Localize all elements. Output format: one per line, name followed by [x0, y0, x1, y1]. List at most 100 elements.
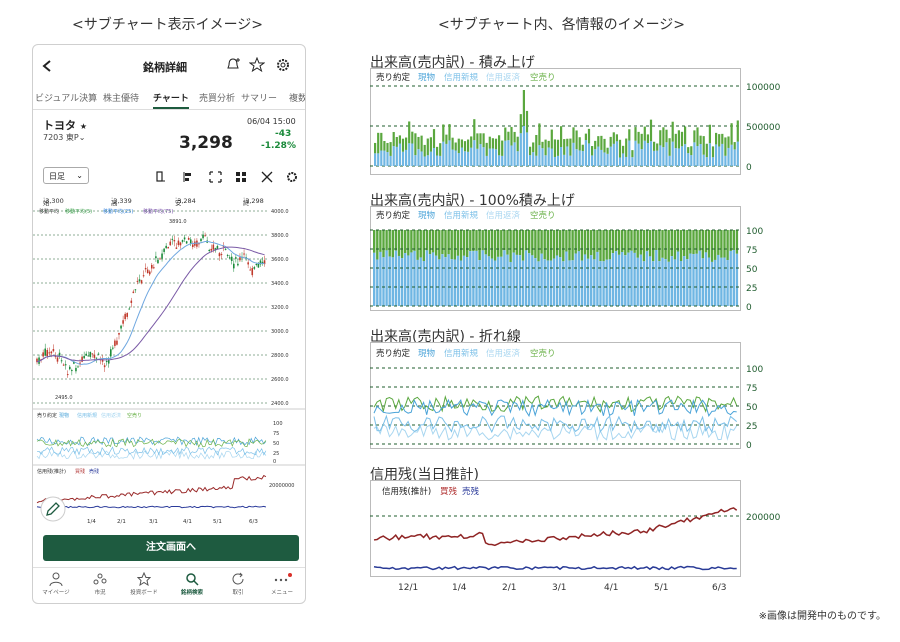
panel1-title: 出来高(売内訳) - 積み上げ: [370, 55, 535, 71]
bar-karauri: [397, 230, 401, 256]
nav-mypage[interactable]: マイページ: [33, 572, 83, 596]
candle-body: [42, 352, 44, 357]
candle-body: [253, 267, 256, 269]
tab-bar: ビジュアル決算 株主優待 チャート 売買分析 サマリー 複数: [33, 87, 305, 109]
panel3-lines: [373, 394, 738, 442]
layout-grid-icon[interactable]: [236, 172, 246, 182]
bar-genbutsu: [436, 155, 439, 166]
rotate-icon[interactable]: [156, 171, 165, 182]
watch-star-icon[interactable]: ★: [79, 122, 88, 131]
bar-karauri: [560, 126, 563, 148]
pencil-fab-icon[interactable]: [40, 496, 66, 522]
candle-body: [173, 240, 176, 242]
candlesticks: [36, 230, 266, 378]
bar-karauri: [664, 230, 667, 260]
panel3-tick: 0: [746, 441, 752, 450]
bar-karauri: [479, 133, 482, 145]
x-tick: 4/1: [604, 583, 618, 593]
bar-genbutsu: [510, 145, 513, 166]
tab-visual[interactable]: ビジュアル決算: [35, 94, 98, 104]
candle-body: [261, 261, 264, 264]
bar-karauri: [594, 140, 597, 150]
panel3-legend: 売り約定 現物 信用新規 信用返済 空売り: [376, 348, 556, 359]
bar-karauri: [380, 132, 383, 151]
stock-name: トヨタ: [43, 119, 76, 132]
tab-chart[interactable]: チャート: [153, 91, 189, 109]
candle-body: [101, 359, 104, 362]
bar-genbutsu: [454, 150, 457, 166]
settings-gear-icon[interactable]: [275, 57, 293, 73]
candle-body: [157, 259, 159, 264]
bar-karauri: [636, 230, 639, 258]
bar-karauri: [555, 230, 559, 256]
panel2-tick: 25: [746, 284, 757, 294]
panel1-legend: 売り約定 現物 信用新規 信用返済 空売り: [376, 72, 556, 83]
bar-genbutsu: [707, 257, 711, 306]
bar-karauri: [414, 133, 417, 156]
bar-genbutsu: [491, 148, 494, 166]
market-nodes-icon: [93, 573, 107, 585]
order-button[interactable]: 注文画面へ: [43, 535, 299, 561]
period-select[interactable]: 日足 ⌄: [43, 167, 89, 184]
bar-karauri: [736, 120, 739, 142]
phone-chart[interactable]: 移動平均 移動平均(5) 移動平均(25) 移動平均(75) 3891.0 24…: [33, 205, 305, 531]
nav-label: 取引: [232, 590, 244, 596]
high-label: 3891.0: [169, 219, 187, 225]
bar-karauri: [472, 230, 475, 252]
bar-karauri: [410, 230, 413, 253]
bar-karauri: [547, 140, 550, 148]
bar-karauri: [476, 133, 479, 149]
bar-karauri: [507, 131, 510, 141]
bar-karauri: [515, 230, 518, 255]
draw-tool-icon[interactable]: [261, 171, 273, 183]
bar-karauri: [374, 142, 377, 154]
chart-tools[interactable]: [155, 170, 305, 184]
tab-summary[interactable]: サマリー: [241, 94, 278, 104]
bar-karauri: [419, 230, 422, 258]
bar-genbutsu: [552, 258, 556, 306]
bar-genbutsu: [562, 261, 565, 306]
sub1-tick: 0: [273, 459, 276, 465]
alert-add-icon[interactable]: [225, 57, 241, 73]
bar-karauri: [590, 230, 593, 256]
bar-genbutsu: [553, 156, 556, 166]
chart-settings-icon[interactable]: [287, 172, 297, 182]
bar-genbutsu: [470, 147, 473, 166]
fullscreen-icon[interactable]: [209, 171, 222, 183]
legend-hensai: 信用返済: [486, 72, 521, 83]
nav-trade[interactable]: 取引: [211, 572, 265, 596]
bar-genbutsu: [679, 260, 683, 306]
market-select[interactable]: 東P: [65, 133, 79, 142]
indicator-icon[interactable]: [183, 172, 191, 182]
nav-board[interactable]: 投資ボード: [117, 572, 171, 596]
chevron-down-icon[interactable]: ⌄: [78, 133, 86, 142]
y-tick: 3000.0: [271, 329, 289, 335]
bar-karauri: [717, 230, 720, 255]
bar-genbutsu: [617, 254, 621, 306]
nav-market[interactable]: 市況: [73, 572, 127, 596]
candle-body: [198, 243, 200, 245]
tab-yutai[interactable]: 株主優待: [103, 94, 140, 104]
bar-karauri: [525, 110, 529, 133]
tab-multi[interactable]: 複数: [289, 94, 306, 104]
nav-search[interactable]: 銘柄検索: [165, 572, 219, 596]
bar-karauri: [646, 134, 649, 144]
sub2-sell-line: [36, 505, 267, 509]
main-y-ticks: 4000.0 3800.0 3600.0 3400.0 3200.0 3000.…: [271, 209, 289, 407]
candle-body: [79, 362, 81, 364]
panel1-bars: [374, 90, 739, 166]
nav-label: 投資ボード: [130, 590, 158, 596]
period-label: 日足: [49, 172, 65, 181]
candle-body: [91, 353, 94, 355]
bar-genbutsu: [625, 156, 628, 166]
nav-menu[interactable]: メニュー: [255, 572, 305, 596]
back-icon[interactable]: [41, 59, 53, 73]
favorite-star-icon[interactable]: [249, 57, 265, 73]
bar-genbutsu: [569, 155, 572, 166]
panel2-tick: 100: [746, 227, 763, 237]
bar-karauri: [404, 230, 407, 254]
panel3-series-line: [373, 394, 738, 414]
bar-genbutsu: [417, 149, 420, 166]
candle-body: [122, 320, 124, 324]
tab-analysis[interactable]: 売買分析: [199, 94, 236, 104]
